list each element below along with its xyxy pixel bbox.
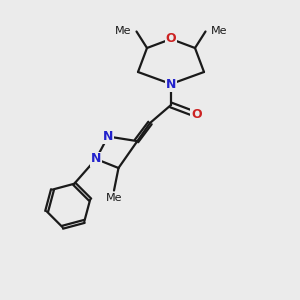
Text: Me: Me [106,193,122,203]
Text: Me: Me [211,26,227,37]
Text: O: O [191,108,202,121]
Text: N: N [166,77,176,91]
Text: N: N [103,130,113,143]
Text: Me: Me [115,26,131,37]
Text: N: N [91,152,101,166]
Text: O: O [166,32,176,46]
